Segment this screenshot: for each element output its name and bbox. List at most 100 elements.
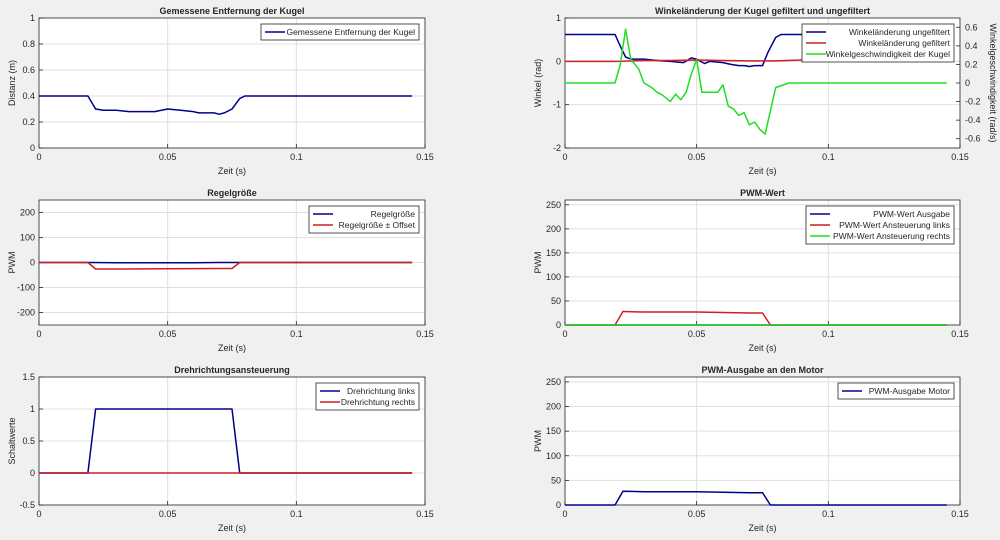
chart-title: PWM-Wert [740,188,785,198]
legend-entry: PWM-Ausgabe Motor [869,386,950,396]
series-line-3 [565,28,947,135]
x-tick-label: 0 [562,509,567,519]
legend-entry: Winkeländerung ungefiltert [849,27,951,37]
y-right-tick-label: -0.6 [965,134,981,144]
x-tick-label: 0.1 [290,329,303,339]
y-tick-label: 100 [546,272,561,282]
y-tick-label: -200 [17,308,35,318]
legend: PWM-Ausgabe Motor [837,382,955,400]
y-axis-label: Distanz (m) [7,60,17,106]
chart-4: 0 0.05 0.1 0.15 0 50 100 150 200 250 PWM-Wert Zeit … [533,188,969,353]
y-tick-label: -100 [17,283,35,293]
legend: Gemessene Entfernung der Kugel [260,23,420,41]
chart-title: PWM-Ausgabe an den Motor [702,365,824,375]
x-tick-label: 0.15 [416,152,434,162]
y-tick-label: 0 [30,258,35,268]
y-right-tick-label: -0.2 [965,97,981,107]
y-tick-label: 1 [30,13,35,23]
y-axis-label-right: Winkelgeschwindigkeit (rad/s) [988,23,998,142]
legend-entry: Winkelgeschwindigkeit der Kugel [826,49,950,59]
y-tick-label: 50 [551,296,561,306]
y-axis-label: PWM [533,430,543,452]
x-axis-label: Zeit (s) [218,166,246,176]
legend-box [308,205,420,234]
y-right-tick-label: -0.4 [965,115,981,125]
y-tick-label: 150 [546,248,561,258]
x-tick-label: 0 [562,329,567,339]
x-tick-label: 0.05 [159,152,177,162]
chart-3: 0 0.05 0.1 0.15 -200 -100 0 100 200 Regelgröße Zei… [7,188,434,353]
x-tick-label: 0.15 [416,509,434,519]
x-axis-label: Zeit (s) [218,523,246,533]
y-tick-label: 0 [556,56,561,66]
legend-box [315,382,420,411]
legend-entry: Regelgröße ± Offset [339,220,416,230]
axes-frame [564,376,961,506]
chart-5: 0 0.05 0.1 0.15-0.500.511.5Drehrichtungsans… [7,365,434,533]
legend-box [260,23,420,41]
legend-entry: Winkeländerung gefiltert [858,38,950,48]
series-line-1 [565,33,947,68]
x-tick-label: 0 [36,509,41,519]
chart-title: Drehrichtungsansteuerung [174,365,290,375]
x-tick-label: 0.05 [159,509,177,519]
y-tick-label: 250 [546,200,561,210]
x-tick-label: 0.05 [159,329,177,339]
chart-2: 0 0.05 0.1 0.15 -2 -1 0 1 -0.6 -0.4 -0.2 0 0.2 0.4 0.6… [533,6,998,176]
y-tick-label: 100 [546,451,561,461]
x-tick-label: 0.1 [822,152,835,162]
x-tick-label: 0 [36,329,41,339]
chart-title: Winkeländerung der Kugel gefiltert und u… [655,6,870,16]
y-tick-label: -0.5 [19,500,35,510]
x-tick-label: 0.05 [688,509,706,519]
x-tick-label: 0.05 [688,329,706,339]
y-tick-label: 150 [546,426,561,436]
y-tick-label: 0 [30,468,35,478]
y-tick-label: 1.5 [22,372,35,382]
x-tick-label: 0.15 [416,329,434,339]
x-axis-label: Zeit (s) [749,166,777,176]
y-right-tick-label: 0.2 [965,59,978,69]
x-axis-label: Zeit (s) [749,343,777,353]
x-tick-label: 0.1 [290,152,303,162]
y-tick-label: -1 [553,100,561,110]
chart-title: Gemessene Entfernung der Kugel [159,6,304,16]
legend: Winkeländerung ungefiltertWinkeländerung… [801,23,955,63]
x-tick-label: 0.15 [951,152,969,162]
legend-entry: PWM-Wert Ansteuerung rechts [833,231,950,241]
series-line-2 [39,261,413,270]
y-tick-label: 0 [556,500,561,510]
legend-box [805,205,955,245]
y-tick-label: -2 [553,143,561,153]
series-line-1 [39,95,413,115]
chart-1: 0 0.05 0.1 0.15 0 0.2 0.4 0.6 0.8 1 Gemessene Entf… [7,6,434,176]
x-tick-label: 0.05 [688,152,706,162]
y-axis-label: Schaltwerte [7,417,17,464]
y-tick-label: 100 [20,233,35,243]
y-tick-label: 0.6 [22,65,35,75]
y-right-tick-label: 0.4 [965,41,978,51]
x-tick-label: 0.1 [822,509,835,519]
y-tick-label: 0.8 [22,39,35,49]
y-tick-label: 200 [546,402,561,412]
chart-6: 0 0.05 0.1 0.15 0 50 100 150 200 250 PWM-Ausgabe a… [533,365,969,533]
y-tick-label: 0 [556,320,561,330]
x-tick-label: 0.1 [290,509,303,519]
x-tick-label: 0 [562,152,567,162]
x-tick-label: 0.15 [951,509,969,519]
legend-entry: Gemessene Entfernung der Kugel [286,27,415,37]
legend-entry: Regelgröße [371,209,416,219]
y-tick-label: 0.2 [22,117,35,127]
y-tick-label: 1 [556,13,561,23]
y-right-tick-label: 0.6 [965,22,978,32]
x-axis-label: Zeit (s) [749,523,777,533]
y-tick-label: 0 [30,143,35,153]
x-tick-label: 0.1 [822,329,835,339]
legend-entry: PWM-Wert Ausgabe [873,209,950,219]
y-tick-label: 0.5 [22,436,35,446]
y-tick-label: 250 [546,377,561,387]
x-tick-label: 0 [36,152,41,162]
